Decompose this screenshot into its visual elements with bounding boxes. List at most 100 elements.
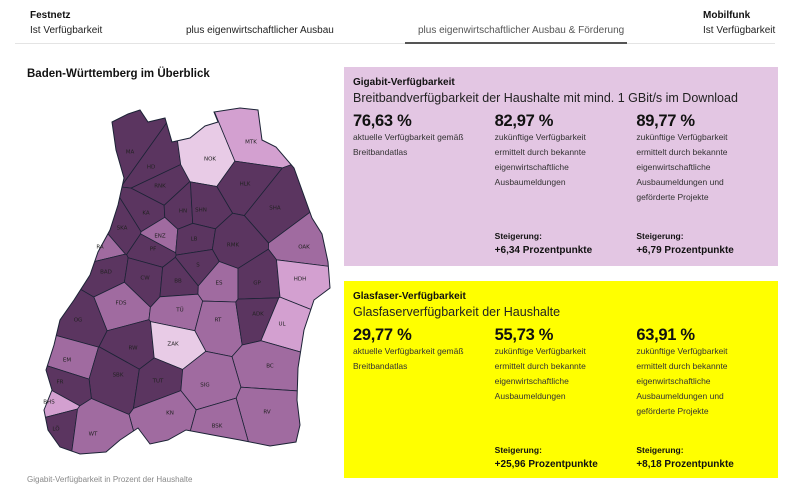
- district-label: ES: [216, 281, 223, 287]
- district-label: ENZ: [154, 234, 166, 240]
- description-line: geförderte Projekte: [636, 192, 709, 202]
- district-label: CW: [140, 276, 150, 282]
- district-map: MA HD RNK NOK MTK HLK SHA KA HN SHN SKA ENZ PF LB RMK O…: [0, 107, 340, 470]
- district-label: BHS: [43, 400, 55, 406]
- district-label: FDS: [116, 301, 127, 307]
- district-ra[interactable]: [0, 162, 127, 273]
- gigabit-stat-column: 89,77 % zukünftige Verfügbarkeit ermittelt…: [636, 112, 778, 258]
- gigabit-subtitle: Breitbandverfügbarkeit der Haushalte mit…: [353, 91, 738, 105]
- district-label: HN: [179, 209, 187, 215]
- tab-mobilfunk-ist[interactable]: Ist Verfügbarkeit: [703, 25, 776, 36]
- district-og[interactable]: [0, 256, 108, 348]
- district-label: KA: [142, 211, 150, 217]
- district-label: GP: [253, 281, 261, 287]
- district-label: HLK: [240, 182, 251, 188]
- stat-value: 82,97 %: [494, 112, 554, 130]
- description-line: aktuelle Verfügbarkeit gemäß: [353, 132, 464, 142]
- district-label: EM: [63, 358, 71, 364]
- district-label: PF: [150, 247, 156, 253]
- gigabit-title: Gigabit-Verfügbarkeit: [353, 77, 455, 88]
- increase-label: Steigerung:: [636, 445, 684, 455]
- district-label: SKA: [117, 226, 128, 232]
- district-label: BAD: [100, 270, 112, 276]
- district-label: ADK: [252, 312, 264, 318]
- district-label: TÜ: [175, 307, 183, 314]
- district-lö[interactable]: [0, 408, 79, 470]
- increase-value: +6,79 Prozentpunkte: [636, 245, 734, 256]
- description-line: eigenwirtschaftliche: [494, 376, 569, 386]
- tab-eigenwirtschaftlich[interactable]: plus eigenwirtschaftlicher Ausbau: [186, 25, 334, 36]
- district-label: FR: [57, 380, 64, 386]
- district-bc[interactable]: [231, 340, 340, 395]
- description-line: Ausbaumeldungen: [494, 391, 566, 401]
- district-label: LÖ: [52, 426, 60, 433]
- increase-value: +8,18 Prozentpunkte: [636, 459, 734, 470]
- tab-eigenwirtschaftlich-foerderung[interactable]: plus eigenwirtschaftlicher Ausbau & Förd…: [418, 25, 625, 36]
- increase-value: +25,96 Prozentpunkte: [494, 459, 598, 470]
- description-line: Breitbandatlas: [353, 361, 408, 371]
- increase-label: Steigerung:: [494, 231, 542, 241]
- stat-description: aktuelle Verfügbarkeit gemäß Breitbandatl…: [353, 344, 495, 443]
- stat-value: 63,91 %: [636, 326, 695, 344]
- district-label: TUT: [152, 379, 164, 385]
- description-line: Ausbaumeldungen: [494, 177, 566, 187]
- district-label: SHN: [195, 208, 207, 214]
- description-line: Ausbaumeldungen und: [636, 391, 724, 401]
- stat-description: zukünftige Verfügbarkeit ermittelt durch …: [636, 130, 778, 229]
- description-line: eigenwirtschaftliche: [494, 162, 569, 172]
- district-label: BSK: [212, 424, 223, 430]
- district-label: OG: [74, 318, 83, 324]
- district-label: RMK: [227, 243, 240, 249]
- gigabit-stat-column: 82,97 % zukünftige Verfügbarkeit ermittelt…: [495, 112, 637, 258]
- district-label: BB: [174, 279, 182, 285]
- district-label: RNK: [154, 184, 166, 190]
- district-label: WT: [89, 432, 98, 438]
- district-label: HDH: [294, 277, 307, 283]
- glasfaser-title: Glasfaser-Verfügbarkeit: [353, 291, 466, 302]
- glasfaser-panel: Glasfaser-Verfügbarkeit Glasfaserverfügb…: [344, 281, 778, 478]
- description-line: Breitbandatlas: [353, 147, 408, 157]
- district-rv[interactable]: [235, 386, 340, 470]
- tab-festnetz-ist[interactable]: Ist Verfügbarkeit: [30, 25, 103, 36]
- glasfaser-subtitle: Glasfaserverfügbarkeit der Haushalte: [353, 305, 561, 319]
- description-line: ermittelt durch bekannte: [494, 147, 586, 157]
- stat-description: zukünftige Verfügbarkeit ermittelt durch …: [495, 344, 637, 443]
- description-line: zukünftige Verfügbarkeit: [636, 346, 728, 356]
- district-label: SIG: [200, 383, 209, 389]
- increase-label: Steigerung:: [636, 231, 684, 241]
- description-line: Ausbaumeldungen und: [636, 177, 724, 187]
- tab-divider: [15, 43, 775, 44]
- district-label: KN: [166, 411, 174, 417]
- district-label: NOK: [204, 157, 216, 163]
- district-label: ZAK: [167, 342, 179, 348]
- increase-label: Steigerung:: [494, 445, 542, 455]
- district-label: SHA: [269, 206, 281, 212]
- map-caption: Gigabit-Verfügbarkeit in Prozent der Hau…: [27, 475, 193, 484]
- district-label: OAK: [298, 245, 310, 251]
- description-line: eigenwirtschaftliche: [636, 376, 711, 386]
- stat-description: zukünftige Verfügbarkeit ermittelt durch …: [636, 344, 778, 443]
- glasfaser-stat-column: 55,73 % zukünftige Verfügbarkeit ermittelt…: [495, 326, 637, 472]
- glasfaser-stat-column: 63,91 % zukünftige Verfügbarkeit ermittelt…: [636, 326, 778, 472]
- district-label: RW: [128, 346, 138, 352]
- stat-value: 76,63 %: [353, 112, 412, 130]
- description-line: aktuelle Verfügbarkeit gemäß: [353, 346, 464, 356]
- district-label: HD: [147, 165, 155, 171]
- district-label: UL: [278, 322, 286, 328]
- district-label: RV: [263, 410, 271, 416]
- district-label: BC: [266, 364, 274, 370]
- increase-value: +6,34 Prozentpunkte: [494, 245, 593, 256]
- stat-value: 29,77 %: [353, 326, 412, 344]
- district-label: RT: [215, 318, 222, 324]
- description-line: zukünftige Verfügbarkeit: [494, 132, 586, 142]
- district-s[interactable]: [174, 249, 220, 287]
- description-line: eigenwirtschaftliche: [636, 162, 711, 172]
- district-label: S: [196, 263, 200, 269]
- stat-value: 55,73 %: [494, 326, 554, 344]
- description-line: zukünftige Verfügbarkeit: [494, 346, 586, 356]
- map-title: Baden-Württemberg im Überblick: [27, 68, 210, 80]
- description-line: ermittelt durch bekannte: [636, 361, 728, 371]
- mobilfunk-group-label: Mobilfunk: [703, 10, 751, 21]
- gigabit-panel: Gigabit-Verfügbarkeit Breitbandverfügbar…: [344, 67, 778, 266]
- gigabit-stat-column: 76,63 % aktuelle Verfügbarkeit gemäß Breit…: [353, 112, 495, 258]
